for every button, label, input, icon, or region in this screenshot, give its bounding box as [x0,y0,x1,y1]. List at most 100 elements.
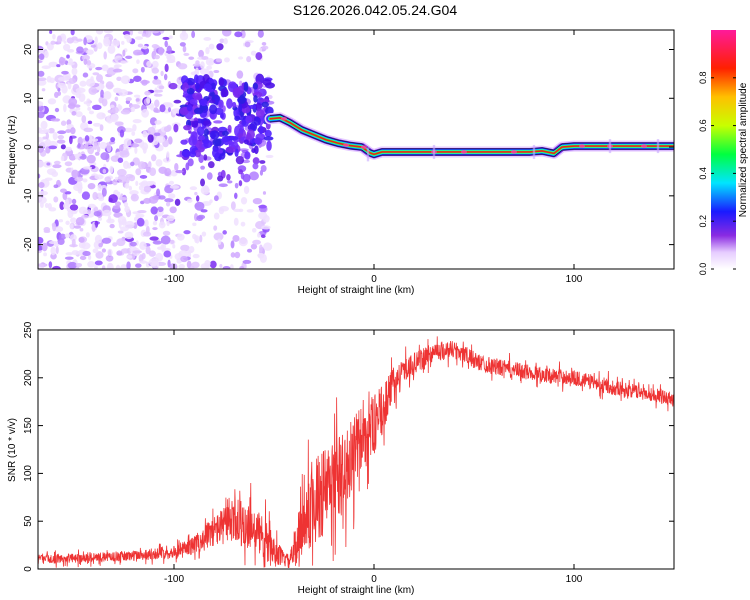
noise-blob [65,129,72,134]
noise-blob [140,66,145,73]
noise-blob-dense [226,98,233,109]
noise-blob [93,240,102,250]
track-hotspot [579,144,585,148]
noise-blob [92,72,100,76]
noise-blob [200,186,210,195]
noise-blob-dense [193,120,199,125]
noise-blob [52,33,56,40]
noise-blob [130,106,136,113]
noise-blob [131,131,136,136]
noise-blob [88,86,98,95]
noise-blob [183,52,190,56]
noise-blob [238,237,248,247]
spectrogram-ytick-label: -20 [23,237,34,252]
noise-blob [94,36,98,45]
noise-blob [120,248,130,254]
noise-blob [151,67,159,74]
chart-title: S126.2026.042.05.24.G04 [292,2,458,18]
noise-blob [94,260,103,266]
noise-blob [168,82,178,90]
noise-blob-dense [253,145,259,155]
noise-blob-dense [265,106,274,116]
noise-blob [95,66,103,71]
noise-blob [73,104,81,108]
noise-blob [142,231,152,237]
noise-blob [98,97,104,104]
noise-blob [54,91,59,99]
noise-blob [173,99,182,104]
noise-blob [141,108,150,118]
colorbar-tick-label: 0.0 [698,263,708,276]
noise-blob [188,246,195,253]
noise-blob [117,168,127,177]
noise-blob [60,120,67,126]
noise-blob [69,204,79,211]
noise-blob [63,202,70,210]
snr-y-ticks: 0 50 100 150 200 250 [23,321,674,572]
noise-blob-dense [264,129,272,138]
noise-blob [110,136,116,143]
noise-blob [50,246,56,256]
noise-blob [229,264,234,269]
noise-blob [124,205,130,213]
noise-blob [163,250,172,258]
noise-blob [130,193,139,202]
noise-blob [159,30,165,34]
noise-blob [258,244,263,253]
noise-blob [242,173,251,183]
track-hotspot [361,145,367,149]
noise-blob [39,141,50,148]
noise-blob [90,76,94,82]
noise-blob [69,135,73,145]
noise-blob [117,230,124,234]
noise-blob [255,52,263,61]
noise-blob-dense [193,107,204,115]
noise-blob [120,109,131,115]
noise-blob [176,233,185,241]
noise-blob [137,30,144,35]
snr-y-label: SNR (10 * v/v) [7,418,18,482]
noise-blob-dense [209,99,216,104]
noise-blob [116,76,122,82]
noise-blob-dense [261,101,269,108]
noise-blob [238,56,244,60]
noise-blob [166,45,172,55]
noise-blob [38,101,44,107]
noise-blob [64,161,73,167]
noise-blob [152,195,161,201]
noise-blob [201,231,207,237]
noise-blob [186,198,193,203]
noise-blob [169,206,177,214]
noise-blob [48,240,59,245]
noise-blob [103,90,112,100]
noise-blob [68,97,78,107]
noise-blob [192,63,202,67]
noise-blob [38,59,43,64]
noise-blob [115,264,121,269]
noise-blob [195,195,200,202]
noise-blob-dense [192,92,200,100]
noise-blob [259,47,263,52]
noise-blob [177,63,188,70]
noise-blob-dense [181,150,191,158]
noise-blob [189,186,198,191]
noise-blob-dense [189,150,197,158]
noise-blob [86,49,94,55]
spectrogram-x-ticks: -100 0 100 [164,30,583,285]
noise-blob [75,263,83,268]
noise-blob [151,60,159,69]
noise-blob-dense [222,130,229,136]
noise-blob [93,210,102,217]
noise-blob [48,261,53,269]
noise-blob [137,43,144,48]
noise-blob [252,157,260,165]
noise-blob [141,252,146,260]
noise-blob [239,265,245,269]
noise-blob-dense [199,98,208,107]
noise-blob [86,154,96,164]
noise-blob [105,81,114,90]
noise-blob [208,43,215,50]
noise-blob [114,121,124,126]
noise-blob [46,162,51,166]
noise-blob [120,60,127,64]
